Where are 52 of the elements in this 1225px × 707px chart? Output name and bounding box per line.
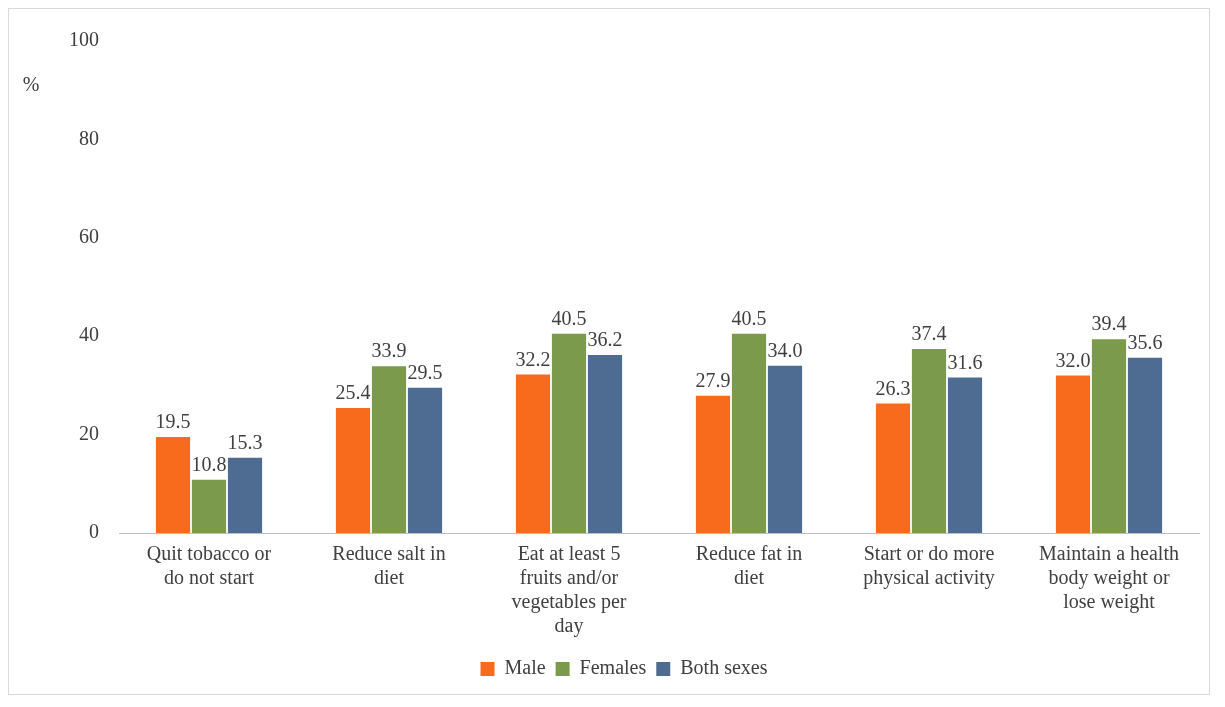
y-tick-label: 40 xyxy=(79,323,99,346)
data-label: 25.4 xyxy=(335,381,371,404)
bar xyxy=(695,395,731,533)
y-axis-title: % xyxy=(22,73,40,96)
x-tick-label: Eat at least 5 fruits and/or vegetables per day xyxy=(511,542,627,638)
legend-label: Females xyxy=(579,656,647,679)
data-label: 35.6 xyxy=(1127,331,1163,354)
legend-label: Male xyxy=(504,656,546,679)
bar xyxy=(155,437,191,533)
x-tick-label: Reduce salt in diet xyxy=(332,542,446,589)
bar xyxy=(551,333,587,533)
data-label: 26.3 xyxy=(875,376,911,399)
data-label: 33.9 xyxy=(371,339,407,362)
bar xyxy=(1127,357,1163,533)
bar xyxy=(911,348,947,533)
bar xyxy=(191,479,227,533)
data-label: 37.4 xyxy=(911,322,947,345)
bar xyxy=(587,354,623,533)
data-label: 15.3 xyxy=(227,430,263,453)
legend-label: Both sexes xyxy=(680,656,768,679)
data-label: 32.0 xyxy=(1055,348,1091,371)
data-label: 19.5 xyxy=(155,410,191,433)
data-label: 36.2 xyxy=(587,328,623,351)
x-tick-label: Reduce fat in diet xyxy=(695,542,803,589)
y-tick-label: 0 xyxy=(89,520,99,543)
y-tick-label: 80 xyxy=(79,126,99,149)
data-label: 34.0 xyxy=(767,338,803,361)
bar xyxy=(731,333,767,533)
y-tick-label: 20 xyxy=(79,421,99,444)
bar xyxy=(875,403,911,533)
x-tick-label: Quit tobacco or do not start xyxy=(146,542,272,589)
data-label: 40.5 xyxy=(731,306,767,329)
x-tick-label: Start or do more physical activity xyxy=(863,542,995,590)
bar xyxy=(1055,375,1091,533)
data-label: 27.9 xyxy=(695,368,731,391)
data-label: 32.2 xyxy=(515,347,551,370)
y-tick-label: 60 xyxy=(79,225,99,248)
x-tick-label: Maintain a health body weight or lose weight xyxy=(1039,542,1179,614)
bar xyxy=(371,366,407,533)
bar xyxy=(335,408,371,533)
bar xyxy=(227,457,263,533)
data-label: 29.5 xyxy=(407,361,443,384)
bar xyxy=(767,365,803,533)
bar xyxy=(1091,339,1127,533)
bar xyxy=(947,377,983,533)
bar xyxy=(515,374,551,533)
data-label: 31.6 xyxy=(947,350,983,373)
data-label: 10.8 xyxy=(191,453,227,476)
bar xyxy=(407,387,443,533)
y-tick-label: 100 xyxy=(69,28,99,51)
data-label: 39.4 xyxy=(1091,312,1127,335)
data-label: 40.5 xyxy=(551,306,587,329)
